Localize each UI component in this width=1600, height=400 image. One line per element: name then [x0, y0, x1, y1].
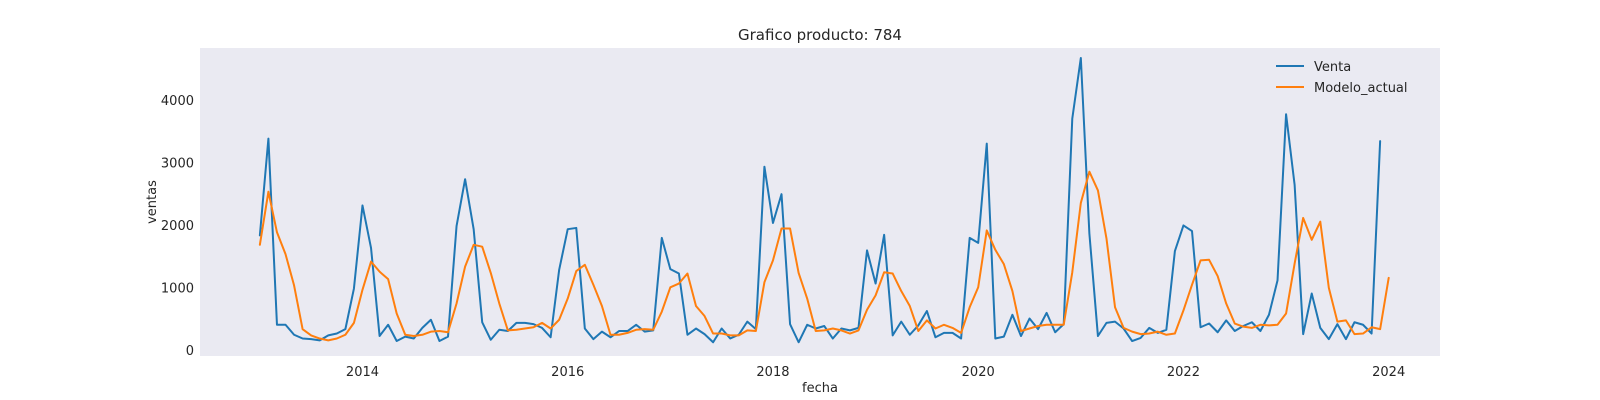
series-layer	[258, 57, 1390, 344]
x-tick-label: 2014	[346, 365, 379, 380]
series-line-modelo-actual	[258, 170, 1390, 342]
plot-area	[200, 48, 1440, 356]
legend-label: Modelo_actual	[1314, 81, 1408, 96]
series-line-venta	[258, 57, 1382, 344]
y-tick-label: 2000	[161, 219, 194, 234]
legend: Venta Modelo_actual	[1276, 60, 1408, 96]
x-axis-label: fecha	[802, 381, 838, 396]
y-axis-ticks: 0 1000 2000 3000 4000	[161, 94, 194, 359]
y-tick-label: 4000	[161, 94, 194, 109]
x-tick-label: 2016	[551, 365, 584, 380]
y-tick-label: 3000	[161, 157, 194, 172]
legend-label: Venta	[1314, 60, 1351, 75]
y-axis-label: ventas	[145, 180, 160, 224]
x-tick-label: 2018	[756, 365, 789, 380]
x-tick-label: 2024	[1372, 365, 1405, 380]
chart-title: Grafico producto: 784	[738, 26, 902, 44]
y-tick-label: 0	[186, 344, 194, 359]
x-axis-ticks: 2014 2016 2018 2020 2022 2024	[346, 365, 1405, 380]
y-tick-label: 1000	[161, 282, 194, 297]
x-tick-label: 2022	[1167, 365, 1200, 380]
x-tick-label: 2020	[962, 365, 995, 380]
